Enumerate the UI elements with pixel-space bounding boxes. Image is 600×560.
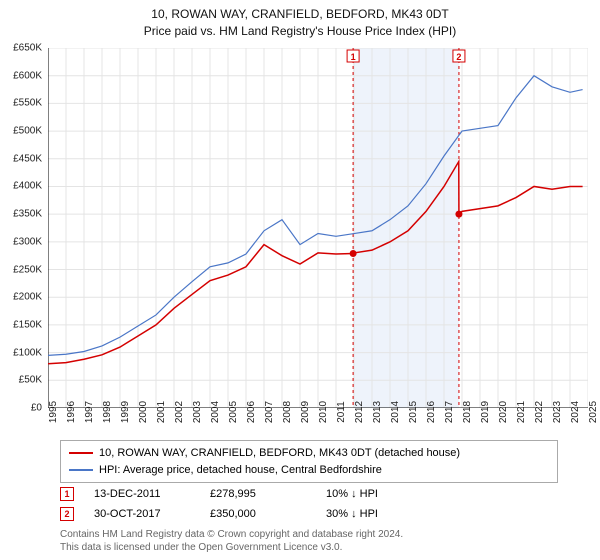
sale-date-2: 30-OCT-2017 [94,508,190,520]
x-tick-label: 2018 [462,401,473,423]
x-tick-label: 2024 [570,401,581,423]
x-tick-label: 2009 [300,401,311,423]
x-tick-label: 1999 [120,401,131,423]
chart-title-block: 10, ROWAN WAY, CRANFIELD, BEDFORD, MK43 … [0,0,600,40]
footnote: Contains HM Land Registry data © Crown c… [60,528,403,554]
sale-price-2: £350,000 [210,508,306,520]
legend-swatch-property [69,452,93,454]
x-tick-label: 2022 [534,401,545,423]
x-tick-label: 1997 [84,401,95,423]
y-tick-label: £550K [13,98,42,109]
x-tick-label: 2000 [138,401,149,423]
legend-swatch-hpi [69,469,93,471]
x-tick-label: 2021 [516,401,527,423]
x-tick-label: 2007 [264,401,275,423]
legend-row-property: 10, ROWAN WAY, CRANFIELD, BEDFORD, MK43 … [69,445,549,462]
y-tick-label: £0 [31,403,42,414]
y-tick-label: £350K [13,209,42,220]
y-tick-label: £200K [13,292,42,303]
x-tick-label: 1998 [102,401,113,423]
sale-price-1: £278,995 [210,488,306,500]
y-tick-label: £150K [13,319,42,330]
sale-date-1: 13-DEC-2011 [94,488,190,500]
x-tick-label: 2001 [156,401,167,423]
x-tick-label: 2020 [498,401,509,423]
x-tick-label: 2016 [426,401,437,423]
y-tick-label: £300K [13,236,42,247]
sale-rows: 1 13-DEC-2011 £278,995 10% ↓ HPI 2 30-OC… [60,484,378,524]
y-tick-label: £400K [13,181,42,192]
x-tick-label: 2025 [588,401,599,423]
svg-text:2: 2 [456,52,461,62]
x-tick-label: 2008 [282,401,293,423]
legend-label-hpi: HPI: Average price, detached house, Cent… [99,462,382,479]
x-tick-label: 1996 [66,401,77,423]
y-tick-label: £100K [13,347,42,358]
legend: 10, ROWAN WAY, CRANFIELD, BEDFORD, MK43 … [60,440,558,483]
x-tick-label: 2002 [174,401,185,423]
y-tick-label: £500K [13,126,42,137]
x-tick-label: 2006 [246,401,257,423]
x-tick-label: 1995 [48,401,59,423]
chart-svg: 12 [48,48,588,408]
title-subtitle: Price paid vs. HM Land Registry's House … [0,23,600,40]
legend-label-property: 10, ROWAN WAY, CRANFIELD, BEDFORD, MK43 … [99,445,460,462]
sale-row-2: 2 30-OCT-2017 £350,000 30% ↓ HPI [60,504,378,524]
sale-pct-2: 30% ↓ HPI [326,508,378,520]
x-tick-label: 2005 [228,401,239,423]
footnote-line1: Contains HM Land Registry data © Crown c… [60,528,403,541]
x-tick-label: 2011 [336,401,347,423]
x-tick-label: 2012 [354,401,365,423]
x-tick-label: 2014 [390,401,401,423]
x-tick-label: 2013 [372,401,383,423]
sale-marker-2: 2 [60,507,74,521]
x-tick-label: 2015 [408,401,419,423]
sale-row-1: 1 13-DEC-2011 £278,995 10% ↓ HPI [60,484,378,504]
legend-row-hpi: HPI: Average price, detached house, Cent… [69,462,549,479]
title-address: 10, ROWAN WAY, CRANFIELD, BEDFORD, MK43 … [0,6,600,23]
x-tick-label: 2017 [444,401,455,423]
x-tick-label: 2023 [552,401,563,423]
x-tick-label: 2004 [210,401,221,423]
chart-area: 12 £0£50K£100K£150K£200K£250K£300K£350K£… [48,48,588,408]
x-tick-label: 2010 [318,401,329,423]
sale-marker-1: 1 [60,487,74,501]
y-tick-label: £50K [19,375,42,386]
y-tick-label: £450K [13,153,42,164]
x-tick-label: 2003 [192,401,203,423]
svg-text:1: 1 [351,52,356,62]
sale-pct-1: 10% ↓ HPI [326,488,378,500]
x-tick-label: 2019 [480,401,491,423]
y-tick-label: £650K [13,43,42,54]
y-tick-label: £600K [13,70,42,81]
footnote-line2: This data is licensed under the Open Gov… [60,541,403,554]
y-tick-label: £250K [13,264,42,275]
